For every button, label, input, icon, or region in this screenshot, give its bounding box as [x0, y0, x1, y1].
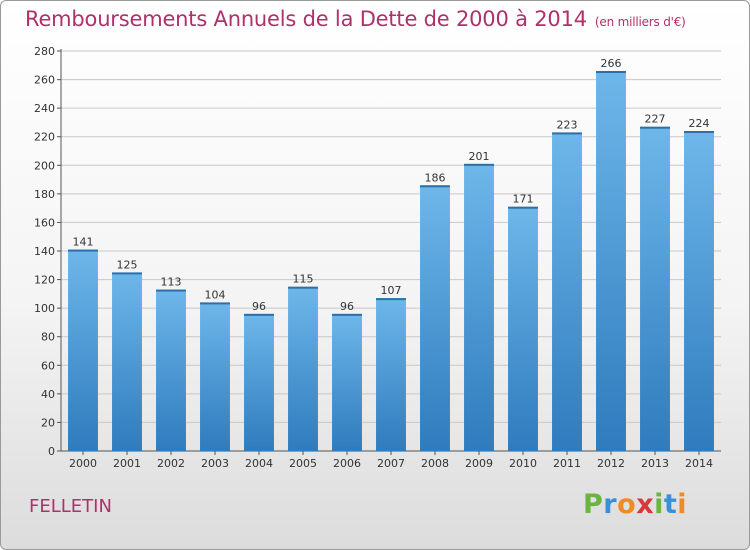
- bar-top-edge: [112, 272, 142, 275]
- bar-top-edge: [596, 71, 626, 73]
- data-label-2000: 141: [73, 236, 94, 249]
- x-tick-label-2014: 2014: [685, 457, 713, 470]
- bar-2008: [420, 185, 450, 452]
- y-tick-label: 200: [34, 159, 55, 172]
- x-tick-label-2013: 2013: [641, 457, 669, 470]
- bar-2011: [552, 132, 582, 451]
- bar-2014: [684, 131, 714, 451]
- y-tick-label: 20: [41, 416, 55, 429]
- logo-letter: P: [583, 489, 604, 520]
- bar-top-edge: [420, 185, 450, 188]
- x-tick-label-2011: 2011: [553, 457, 581, 470]
- chart-unit: (en milliers d'€): [594, 15, 686, 29]
- commune-name: FELLETIN: [29, 496, 112, 517]
- bar-top-edge: [68, 249, 98, 252]
- logo-letter: r: [603, 489, 618, 520]
- data-label-2010: 171: [513, 193, 534, 206]
- logo-letter: o: [617, 489, 637, 520]
- bar-top-edge: [288, 286, 318, 289]
- data-label-2001: 125: [117, 258, 138, 271]
- bar-2009: [464, 163, 494, 451]
- bar-top-edge: [332, 313, 362, 316]
- y-tick-label: 40: [41, 388, 55, 401]
- bar-top-edge: [200, 302, 230, 305]
- data-label-2004: 96: [252, 300, 266, 313]
- bar-2004: [244, 313, 274, 451]
- data-label-2006: 96: [340, 300, 354, 313]
- chart-title-text: Remboursements Annuels de la Dette de 20…: [25, 7, 587, 31]
- data-label-2007: 107: [381, 284, 402, 297]
- y-tick-label: 280: [34, 45, 55, 58]
- y-tick-label: 140: [34, 245, 55, 258]
- bar-2007: [376, 298, 406, 451]
- x-tick-label-2002: 2002: [157, 457, 185, 470]
- logo-letter: x: [636, 489, 655, 520]
- data-label-2008: 186: [425, 171, 446, 184]
- x-tick-label-2001: 2001: [113, 457, 141, 470]
- data-label-2014: 224: [689, 117, 710, 130]
- x-tick-label-2005: 2005: [289, 457, 317, 470]
- y-tick-label: 240: [34, 102, 55, 115]
- y-tick-label: 260: [34, 74, 55, 87]
- y-tick-label: 220: [34, 131, 55, 144]
- bar-top-edge: [508, 206, 538, 209]
- logo-letter: t: [663, 489, 678, 520]
- bar-2002: [156, 289, 186, 451]
- y-tick-label: 0: [48, 445, 55, 458]
- logo-letter: i: [654, 489, 664, 520]
- bar-top-edge: [244, 313, 274, 316]
- bar-2006: [332, 313, 362, 451]
- bar-2010: [508, 206, 538, 451]
- y-tick-label: 100: [34, 302, 55, 315]
- logo-letter: i: [677, 489, 688, 520]
- data-label-2005: 115: [293, 273, 314, 286]
- data-label-2011: 223: [557, 118, 578, 131]
- x-tick-label-2000: 2000: [69, 457, 97, 470]
- y-tick-label: 60: [41, 359, 55, 372]
- data-labels: 141 125 113 104 96 115 96 107 186 201 171 223 266 227…: [73, 57, 710, 313]
- bar-2012: [596, 71, 626, 451]
- bar-top-edge: [552, 132, 582, 135]
- x-tick-label-2006: 2006: [333, 457, 361, 470]
- x-tick-label-2003: 2003: [201, 457, 229, 470]
- y-tick-label: 180: [34, 188, 55, 201]
- bar-top-edge: [464, 163, 494, 166]
- bar-2000: [68, 249, 98, 451]
- x-tick-label-2012: 2012: [597, 457, 625, 470]
- bar-2003: [200, 302, 230, 451]
- x-tick-label-2009: 2009: [465, 457, 493, 470]
- x-tick-label-2010: 2010: [509, 457, 537, 470]
- bar-top-edge: [640, 126, 670, 129]
- bar-2005: [288, 286, 318, 451]
- bars: [68, 71, 714, 452]
- y-tick-label: 160: [34, 216, 55, 229]
- bar-top-edge: [156, 289, 186, 292]
- y-tick-label: 120: [34, 274, 55, 287]
- bar-top-edge: [684, 131, 714, 133]
- data-label-2003: 104: [205, 288, 226, 301]
- chart-title: Remboursements Annuels de la Dette de 20…: [25, 7, 686, 31]
- x-tick-label-2007: 2007: [377, 457, 405, 470]
- data-label-2002: 113: [161, 276, 182, 289]
- proxiti-logo: Proxiti: [583, 489, 687, 520]
- x-tick-label-2008: 2008: [421, 457, 449, 470]
- y-tick-label: 80: [41, 331, 55, 344]
- data-label-2009: 201: [469, 150, 490, 163]
- data-label-2013: 227: [645, 113, 666, 126]
- data-label-2012: 266: [601, 57, 622, 70]
- x-tick-label-2004: 2004: [245, 457, 273, 470]
- bar-2001: [112, 272, 142, 451]
- bar-2013: [640, 126, 670, 451]
- axes: 0 20 40 60 80 100 120 140 160 180 200 220 240 260 280 2…: [34, 45, 721, 470]
- bar-top-edge: [376, 298, 406, 301]
